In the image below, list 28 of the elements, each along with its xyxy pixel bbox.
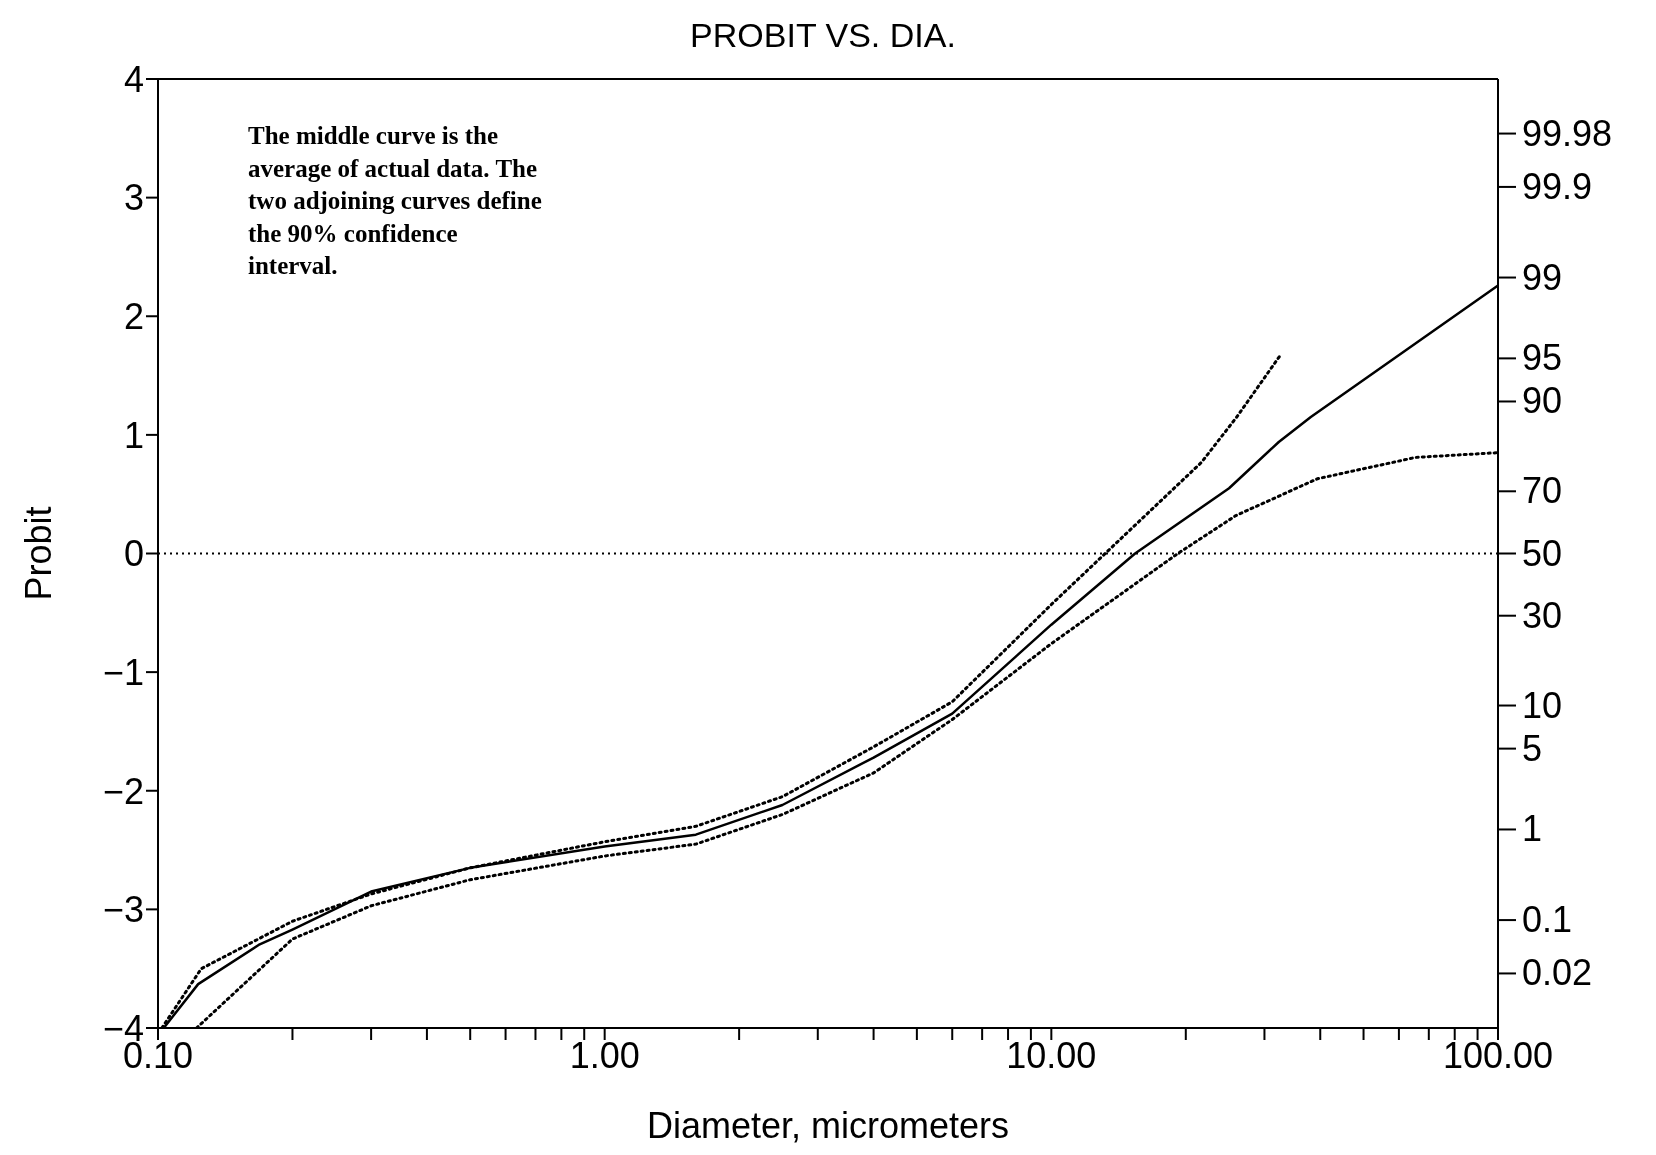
text: 30 [1522, 594, 1563, 636]
text: 1 [1522, 808, 1543, 850]
y-tick-label: 2 [123, 296, 144, 338]
x-axis-title: Diameter, micrometers [646, 1105, 1010, 1146]
y-tick-label: 4 [123, 58, 144, 100]
y-tick-label: −3 [102, 889, 144, 931]
chart-title: PROBIT VS. DIA. [689, 16, 957, 55]
annotation: The middle curve is the average of actual data. The two adjoining curves define the 90% confidence interval. [248, 121, 543, 281]
y-axis-title: Probit [17, 506, 59, 601]
x-tick-label: 100.00 [1442, 1034, 1554, 1076]
text: 90 [1522, 380, 1563, 422]
x-tick-label: 1.00 [569, 1034, 640, 1076]
text: 99 [1522, 256, 1563, 298]
y-tick-label: 3 [123, 177, 144, 219]
y-tick-label: −2 [102, 770, 144, 812]
text: 50 [1522, 532, 1563, 574]
text: 5 [1522, 727, 1543, 769]
y-tick-label: 1 [123, 414, 144, 456]
text: 70 [1522, 470, 1563, 512]
y-tick-label: −1 [102, 651, 144, 693]
text: 10 [1522, 684, 1563, 726]
y-tick-label: 0 [123, 533, 144, 575]
x-tick-label: 10.00 [1006, 1034, 1097, 1076]
text: 99.98 [1522, 112, 1613, 154]
text: 95 [1522, 337, 1563, 379]
text: 0.02 [1522, 952, 1593, 994]
text: 0.1 [1522, 899, 1573, 941]
text: 99.9 [1522, 165, 1593, 207]
